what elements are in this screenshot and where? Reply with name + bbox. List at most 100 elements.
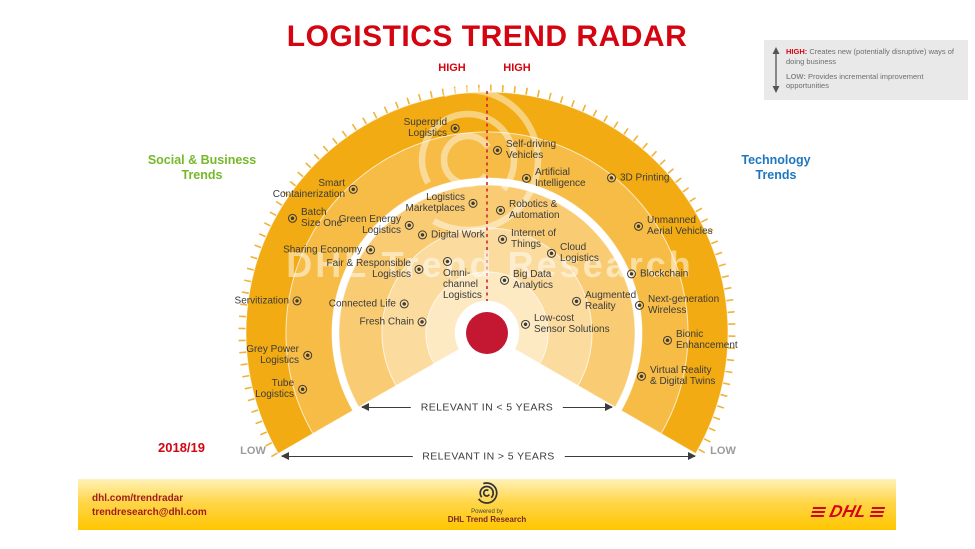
trend-item: Digital Work xyxy=(418,229,485,240)
trend-item: Green Energy Logistics xyxy=(339,214,414,236)
trend-label: Virtual Reality & Digital Twins xyxy=(650,365,715,387)
trend-dot xyxy=(469,198,478,208)
trend-label-line: Automation xyxy=(509,210,560,221)
edition-year: 2018/19 xyxy=(158,440,205,455)
trend-label-line: Virtual Reality xyxy=(650,364,712,376)
trend-item: Self-driving Vehicles xyxy=(493,139,556,161)
trend-label: Augmented Reality xyxy=(585,290,636,312)
radar-center-dot xyxy=(466,312,508,354)
page-title: LOGISTICS TREND RADAR xyxy=(286,20,688,53)
trend-label-line: Wireless xyxy=(648,305,687,316)
footer-url-link[interactable]: dhl.com/trendradar xyxy=(92,493,184,504)
trend-label-line: Vehicles xyxy=(506,150,544,161)
trend-label-line: & Digital Twins xyxy=(650,376,716,387)
trend-dot xyxy=(400,299,409,309)
category-label-social-business: Social & Business Trends xyxy=(148,153,256,183)
legend-low-row: LOW: Provides incremental improvement op… xyxy=(786,72,960,92)
trend-label-line: Aerial Vehicles xyxy=(647,226,713,237)
watermark-text: DHL Trend Research xyxy=(286,244,694,285)
trend-label: Omni-channel Logistics xyxy=(443,268,482,302)
trend-label-line: Augmented xyxy=(585,289,637,301)
trend-item: Big Data Analytics xyxy=(500,269,553,291)
axis-high-left: HIGH xyxy=(438,62,466,74)
trend-item: Grey Power Logistics xyxy=(246,344,312,366)
category-label-technology: Technology Trends xyxy=(741,153,810,183)
trend-dot xyxy=(366,245,375,255)
trend-label-line: Analytics xyxy=(513,280,554,291)
trend-label-line: Containerization xyxy=(272,189,345,200)
trend-dot xyxy=(496,205,505,215)
trend-item: Fair & Responsible Logistics xyxy=(327,258,424,280)
trend-label: Connected Life xyxy=(329,298,396,309)
trend-label-line: Logistics xyxy=(426,191,465,203)
trend-dot xyxy=(521,319,530,329)
trend-item: Augmented Reality xyxy=(572,290,636,312)
trend-label: 3D Printing xyxy=(620,172,669,183)
trend-item: Next-generation Wireless xyxy=(635,294,719,316)
trend-dot xyxy=(635,300,644,310)
trend-item: Cloud Logistics xyxy=(547,242,599,264)
trend-dot xyxy=(418,317,427,327)
trend-item: Sharing Economy xyxy=(283,244,375,255)
trend-item: 3D Printing xyxy=(607,172,669,183)
trend-label-line: Logistics xyxy=(260,355,299,366)
trend-label-line: channel xyxy=(443,279,479,291)
trend-item: Servitization xyxy=(235,295,302,306)
footer-links: dhl.com/trendradar trendresearch@dhl.com xyxy=(92,492,207,520)
trend-label-line: 3D Printing xyxy=(620,172,670,184)
trend-label-line: Tube xyxy=(271,377,294,389)
trend-dot xyxy=(443,257,452,266)
trend-research-brand: DHL Trend Research xyxy=(447,515,527,524)
axis-low-right: LOW xyxy=(710,445,736,457)
footer-email-link[interactable]: trendresearch@dhl.com xyxy=(92,507,207,518)
trend-label-line: Logistics xyxy=(443,290,482,302)
legend-updown-arrow-icon xyxy=(772,47,780,93)
dhl-logo-text: DHL xyxy=(827,502,869,521)
legend-low-term: LOW: xyxy=(786,71,806,81)
trend-item: Logistics Marketplaces xyxy=(406,192,478,214)
trend-label-line: Connected Life xyxy=(328,298,396,310)
trend-label-line: Blockchain xyxy=(640,268,689,280)
trend-item: Smart Containerization xyxy=(273,178,358,200)
trend-item: Connected Life xyxy=(329,298,409,309)
trend-dot xyxy=(349,184,358,194)
trend-dot xyxy=(572,296,581,306)
trend-dot xyxy=(607,173,616,183)
trend-label-line: Robotics & xyxy=(509,198,558,210)
trend-item: Low-cost Sensor Solutions xyxy=(521,313,610,335)
trend-dot xyxy=(547,248,556,258)
relevance-arrow-outer-label: RELEVANT IN > 5 YEARS xyxy=(412,450,565,463)
legend-low-desc: Provides incremental improvement opportu… xyxy=(786,71,924,91)
relevance-arrow-inner: RELEVANT IN < 5 YEARS xyxy=(361,401,613,414)
trend-dot xyxy=(288,213,297,223)
trend-label: Digital Work xyxy=(431,229,485,240)
impact-legend: HIGH: Creates new (potentially disruptiv… xyxy=(764,40,968,100)
trend-label: Batch Size One xyxy=(301,207,342,229)
trend-label-line: Servitization xyxy=(234,295,289,307)
dhl-logo: DHL xyxy=(809,502,886,521)
category-label-line: Trends xyxy=(181,168,223,182)
trend-item: Tube Logistics xyxy=(255,378,307,400)
trend-label-line: Reality xyxy=(585,301,616,312)
trend-label-line: Fresh Chain xyxy=(359,316,414,328)
trend-dot xyxy=(634,221,643,231)
trend-label: Low-cost Sensor Solutions xyxy=(534,313,610,335)
powered-by-label: Powered by xyxy=(471,509,503,515)
trend-dot xyxy=(522,173,531,183)
trend-label-line: Marketplaces xyxy=(405,203,465,214)
trend-label-line: Low-cost xyxy=(534,312,575,324)
trend-item: Robotics & Automation xyxy=(496,199,560,221)
trend-label-line: Artificial xyxy=(535,166,571,178)
trend-label: Big Data Analytics xyxy=(513,269,553,291)
trend-dot xyxy=(498,234,507,244)
trend-dot xyxy=(663,335,672,345)
relevance-arrow-outer: RELEVANT IN > 5 YEARS xyxy=(281,450,696,463)
trend-label: Green Energy Logistics xyxy=(339,214,401,236)
category-label-line: Trends xyxy=(755,168,797,182)
trend-label-line: Intelligence xyxy=(535,178,586,189)
trend-label-line: Batch xyxy=(301,206,327,218)
trend-item: Supergrid Logistics xyxy=(404,117,460,139)
trend-item: Bionic Enhancement xyxy=(663,329,738,351)
